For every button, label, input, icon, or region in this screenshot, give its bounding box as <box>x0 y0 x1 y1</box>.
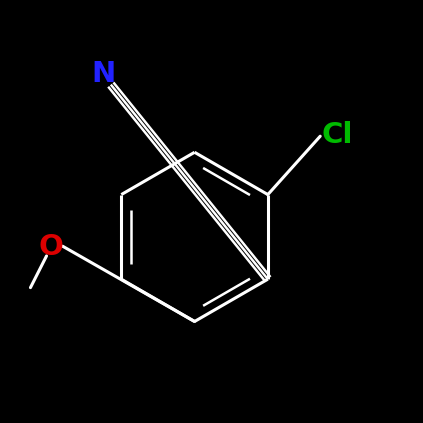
Text: Cl: Cl <box>321 121 353 149</box>
Text: N: N <box>91 60 116 88</box>
Text: O: O <box>38 233 63 261</box>
